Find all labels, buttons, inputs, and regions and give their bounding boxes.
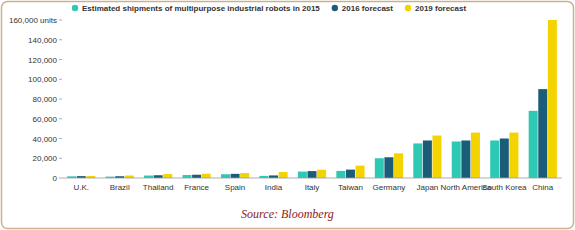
bar [317,170,326,178]
bar [384,157,393,178]
y-tick-label: 80,000 [33,95,58,104]
x-tick-label: U.K. [73,183,89,192]
bar [500,139,509,179]
bar [192,175,201,178]
bar [461,140,470,178]
y-tick [59,138,62,139]
x-tick-label: France [184,183,209,192]
bar [490,140,499,178]
bar [346,170,355,178]
y-tick-label: 120,000 [28,56,57,65]
x-tick-label: Taiwan [338,183,363,192]
bar [529,111,538,178]
y-axis [62,20,63,178]
x-tick-label: Italy [305,183,320,192]
legend-marker [72,5,78,11]
y-tick-label: 40,000 [33,135,58,144]
bar [202,174,211,178]
y-tick [59,158,62,159]
bar [240,173,249,178]
x-tick-label: Brazil [110,183,130,192]
bar [163,174,172,178]
legend-marker [332,5,338,11]
bar [509,133,518,178]
bar [231,174,240,178]
y-tick-label: 20,000 [33,154,58,163]
x-tick-label: Japan [416,183,438,192]
x-tick-label: Germany [372,183,405,192]
y-tick [59,79,62,80]
bar [432,136,441,178]
y-tick-label: 60,000 [33,115,58,124]
legend-label: Estimated shipments of multipurpose indu… [82,4,320,13]
legend-label: 2019 forecast [415,4,466,13]
y-tick-label: 160,000 units [9,16,57,25]
x-axis [62,178,562,179]
bar [471,133,480,178]
chart: 0 20,000 40,000 60,000 80,000 100,000 120,000 1… [0,0,575,230]
y-tick [59,178,62,179]
y-tick-label: 0 [53,174,58,183]
bar [308,171,317,178]
source: Source: Bloomberg [241,207,334,221]
bar [538,89,547,178]
frame [2,2,574,229]
x-tick-label: Spain [225,183,245,192]
y-tick-label: 140,000 [28,36,57,45]
y-tick [59,59,62,60]
y-tick [59,20,62,21]
x-tick-label: South Korea [482,183,527,192]
y-tick [59,118,62,119]
bar [336,171,345,178]
bar [375,158,384,178]
bar [298,172,307,178]
bar [221,174,230,178]
legend-label: 2016 forecast [342,4,393,13]
x-tick-label: India [265,183,283,192]
x-tick-label: China [532,183,553,192]
bar [413,143,422,178]
bar [548,20,557,178]
legend-marker [405,5,411,11]
bar [423,140,432,178]
y-tick [59,99,62,100]
bar [154,175,163,178]
y-tick-label: 100,000 [28,75,57,84]
bar [183,175,192,178]
bars [67,20,557,178]
bar [279,172,288,178]
bar [394,153,403,178]
bar [356,166,365,178]
y-tick [59,39,62,40]
x-tick-label: Thailand [143,183,174,192]
bar [452,141,461,178]
